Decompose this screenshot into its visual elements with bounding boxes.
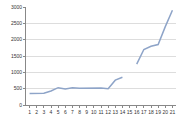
svg-text:18: 18 bbox=[148, 109, 154, 115]
svg-text:19: 19 bbox=[155, 109, 161, 115]
svg-text:11: 11 bbox=[98, 109, 103, 115]
svg-text:10: 10 bbox=[91, 109, 97, 115]
svg-text:15: 15 bbox=[127, 109, 133, 115]
svg-text:2500: 2500 bbox=[11, 20, 22, 26]
svg-text:1000: 1000 bbox=[11, 69, 22, 75]
svg-text:16: 16 bbox=[134, 109, 140, 115]
svg-text:3: 3 bbox=[42, 109, 45, 115]
svg-text:1: 1 bbox=[28, 109, 31, 115]
svg-text:13: 13 bbox=[113, 109, 119, 115]
svg-text:14: 14 bbox=[120, 109, 126, 115]
svg-text:2000: 2000 bbox=[11, 36, 22, 42]
svg-text:9: 9 bbox=[85, 109, 88, 115]
svg-text:20: 20 bbox=[163, 109, 169, 115]
svg-text:7: 7 bbox=[71, 109, 74, 115]
svg-text:17: 17 bbox=[141, 109, 147, 115]
svg-text:1500: 1500 bbox=[11, 53, 22, 59]
svg-text:4: 4 bbox=[50, 109, 53, 115]
svg-text:5: 5 bbox=[57, 109, 60, 115]
svg-text:12: 12 bbox=[105, 109, 111, 115]
svg-text:21: 21 bbox=[170, 109, 176, 115]
svg-text:500: 500 bbox=[14, 85, 23, 91]
svg-text:8: 8 bbox=[78, 109, 81, 115]
svg-text:6: 6 bbox=[64, 109, 67, 115]
svg-text:3000: 3000 bbox=[11, 4, 22, 10]
svg-text:0: 0 bbox=[19, 102, 22, 108]
svg-text:2: 2 bbox=[35, 109, 38, 115]
